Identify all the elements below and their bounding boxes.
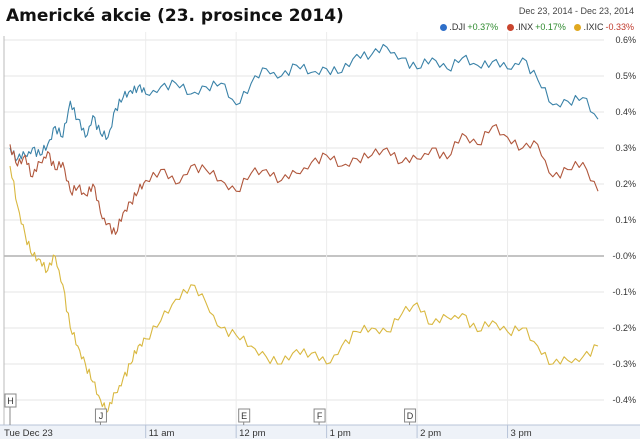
y-tick-label: 0.6% xyxy=(615,35,636,45)
y-tick-label: 0.1% xyxy=(615,215,636,225)
legend-item-inx[interactable]: .INX +0.17% xyxy=(506,22,566,32)
x-tick-label: 12 pm xyxy=(239,428,265,439)
chart-grid xyxy=(3,32,604,437)
series-lines xyxy=(9,43,599,414)
y-tick-label: 0.4% xyxy=(615,107,636,117)
legend-item-dji[interactable]: .DJI +0.37% xyxy=(440,22,498,32)
event-marker-label: F xyxy=(317,411,323,421)
y-tick-label: 0.2% xyxy=(615,179,636,189)
series-line-dji xyxy=(9,43,599,162)
legend-change: -0.33% xyxy=(605,22,634,32)
legend-name: .IXIC xyxy=(583,22,604,32)
x-tick-label: Tue Dec 23 xyxy=(4,428,53,439)
legend-change: +0.37% xyxy=(467,22,499,32)
y-tick-label: -0.4% xyxy=(612,395,636,405)
event-markers: H J E F D xyxy=(4,393,417,425)
date-range: Dec 23, 2014 - Dec 23, 2014 xyxy=(518,6,634,16)
event-marker-label: E xyxy=(241,411,247,421)
y-tick-label: -0.3% xyxy=(612,359,636,369)
y-axis-ticks: 0.6% 0.5% 0.4% 0.3% 0.2% 0.1% -0.0% -0.1% -0.2% -… xyxy=(612,35,636,439)
legend-change: +0.17% xyxy=(535,22,566,32)
legend-dot xyxy=(440,24,448,31)
legend-dot xyxy=(506,24,514,31)
legend: .DJI +0.37% .INX +0.17% .IXIC -0.33% xyxy=(434,22,634,32)
legend-name: .INX xyxy=(515,22,534,32)
y-tick-label: -0.0% xyxy=(612,251,636,261)
x-axis: Tue Dec 23 11 am 12 pm 1 pm 2 pm 3 pm xyxy=(0,424,640,439)
chart-title: Americké akcie (23. prosince 2014) xyxy=(6,6,344,26)
series-line-ixic xyxy=(9,165,599,414)
legend-name: .DJI xyxy=(449,22,466,32)
y-tick-label: 0.3% xyxy=(615,143,636,153)
legend-dot xyxy=(574,24,582,31)
y-tick-label: 0.5% xyxy=(615,71,636,81)
series-line-inx xyxy=(9,124,599,235)
x-tick-label: 11 am xyxy=(149,428,175,439)
legend-item-ixic[interactable]: .IXIC -0.33% xyxy=(574,22,634,32)
x-tick-label: 2 pm xyxy=(420,428,441,439)
y-tick-label: -0.2% xyxy=(612,323,636,333)
event-marker-label: J xyxy=(99,411,104,421)
x-axis-band xyxy=(0,425,640,439)
y-tick-label: -0.1% xyxy=(612,287,636,297)
x-tick-label: 1 pm xyxy=(330,428,351,439)
event-marker-label: D xyxy=(407,411,414,421)
x-tick-label: 3 pm xyxy=(511,428,532,439)
event-marker-label: H xyxy=(7,396,14,406)
